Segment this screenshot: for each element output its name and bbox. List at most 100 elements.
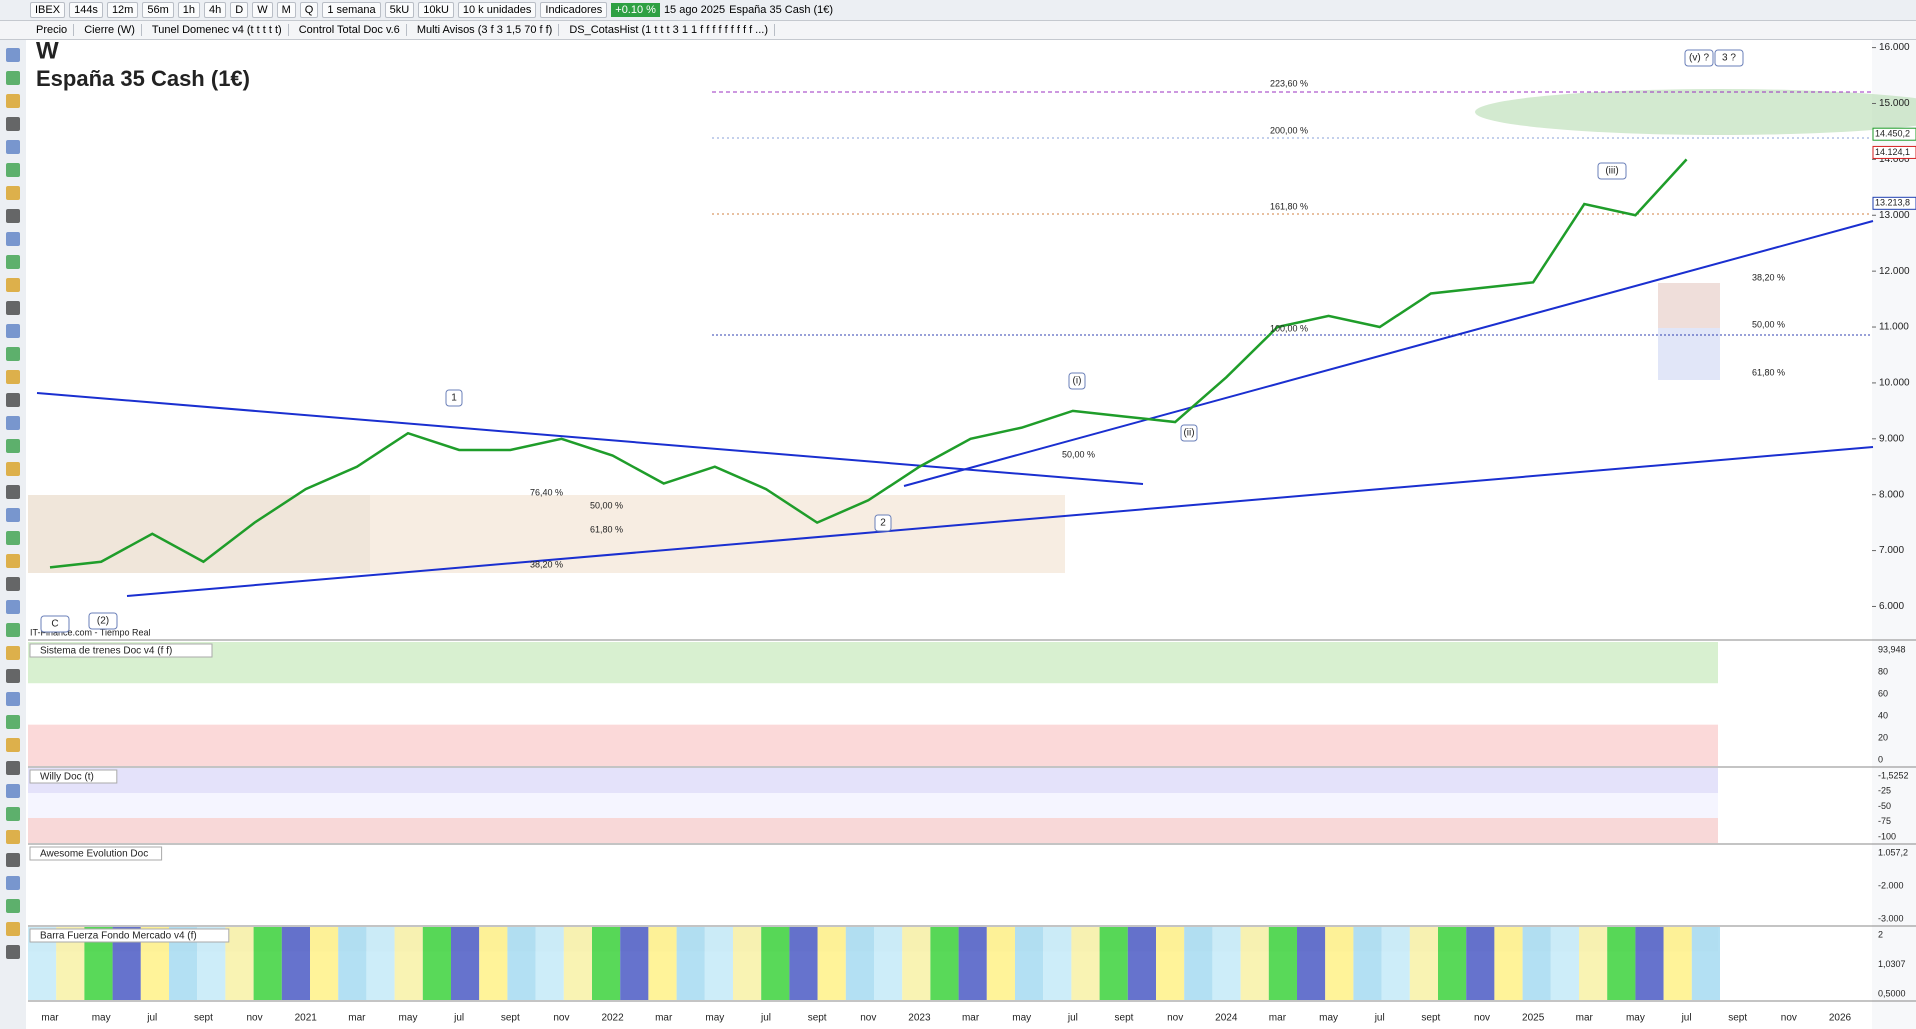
timeframe-button[interactable]: Q xyxy=(299,2,319,18)
pane-stripe xyxy=(1494,927,1523,1000)
tool-icon[interactable] xyxy=(6,669,20,683)
tool-icon[interactable] xyxy=(6,807,20,821)
timeframe-button[interactable]: M xyxy=(276,2,296,18)
zone xyxy=(370,495,1065,573)
tool-icon[interactable] xyxy=(6,324,20,338)
wave-box xyxy=(1714,49,1744,67)
timeframe-button[interactable]: D xyxy=(230,2,249,18)
tool-icon[interactable] xyxy=(6,163,20,177)
tool-icon[interactable] xyxy=(6,48,20,62)
indicators-button[interactable]: Indicadores xyxy=(540,2,608,18)
tool-icon[interactable] xyxy=(6,531,20,545)
tool-icon[interactable] xyxy=(6,209,20,223)
fib-label: 38,20 % xyxy=(1752,272,1785,282)
pane-stripe xyxy=(1550,927,1579,1000)
tool-icon[interactable] xyxy=(6,370,20,384)
y-tick-label: 15.000 xyxy=(1879,98,1910,109)
indicator-tab[interactable]: Control Total Doc v.6 xyxy=(293,24,407,36)
timeframe-button[interactable]: 1h xyxy=(177,2,200,18)
price-label-box xyxy=(1872,145,1916,159)
pane-stripe xyxy=(1127,927,1156,1000)
pane-stripe xyxy=(563,927,592,1000)
pane-stripe xyxy=(761,927,790,1000)
pane-tick-label: -3.000 xyxy=(1878,913,1904,923)
tool-icon[interactable] xyxy=(6,761,20,775)
indicator-tab[interactable]: Multi Avisos (3 f 3 1,5 70 f f) xyxy=(411,24,560,36)
tool-icon[interactable] xyxy=(6,738,20,752)
pane-stripe xyxy=(1043,927,1072,1000)
pane-band xyxy=(28,642,1718,684)
timeframe-button[interactable]: 4h xyxy=(204,2,227,18)
tool-icon[interactable] xyxy=(6,922,20,936)
pane-tick-label: 2 xyxy=(1878,929,1883,939)
tool-icon[interactable] xyxy=(6,186,20,200)
tool-icon[interactable] xyxy=(6,830,20,844)
source: IT-Finance.com - Tiempo Real xyxy=(30,627,151,637)
pane-band xyxy=(28,724,1718,766)
tool-icon[interactable] xyxy=(6,71,20,85)
pane-tick-label: 20 xyxy=(1878,732,1888,742)
tool-icon[interactable] xyxy=(6,784,20,798)
pane-stripe xyxy=(1184,927,1213,1000)
indicator-tab[interactable]: Precio xyxy=(30,24,75,36)
period-select[interactable]: 1 semana xyxy=(322,2,381,18)
tool-icon[interactable] xyxy=(6,508,20,522)
x-tick-label: 2026 xyxy=(1829,1013,1852,1024)
pane-tick-label: 60 xyxy=(1878,688,1888,698)
tool-icon[interactable] xyxy=(6,623,20,637)
tool-icon[interactable] xyxy=(6,554,20,568)
indicator-tab[interactable]: Tunel Domenec v4 (t t t t t) xyxy=(146,24,289,36)
x-tick-label: nov xyxy=(247,1013,263,1024)
x-tick-label: may xyxy=(92,1013,111,1024)
tool-icon[interactable] xyxy=(6,439,20,453)
tool-icon[interactable] xyxy=(6,853,20,867)
indicator-tab[interactable]: Cierre (W) xyxy=(78,24,142,36)
pane-title: Sistema de trenes Doc v4 (f f) xyxy=(40,646,172,657)
tool-icon[interactable] xyxy=(6,485,20,499)
pane-stripe xyxy=(1268,927,1297,1000)
units-button[interactable]: 5kU xyxy=(384,2,415,18)
tool-icon[interactable] xyxy=(6,232,20,246)
units-button[interactable]: 10kU xyxy=(418,2,454,18)
zone xyxy=(1475,89,1916,135)
tool-icon[interactable] xyxy=(6,899,20,913)
pane-stripe xyxy=(1212,927,1241,1000)
tool-icon[interactable] xyxy=(6,94,20,108)
x-tick-label: jul xyxy=(1067,1013,1078,1024)
timeframe-button[interactable]: 56m xyxy=(142,2,174,18)
tool-icon[interactable] xyxy=(6,692,20,706)
tool-icon[interactable] xyxy=(6,945,20,959)
tool-icon[interactable] xyxy=(6,301,20,315)
pane-tick-label: -50 xyxy=(1878,801,1891,811)
pane-band xyxy=(28,683,1718,725)
tool-icon[interactable] xyxy=(6,117,20,131)
tool-icon[interactable] xyxy=(6,577,20,591)
x-tick-label: jul xyxy=(146,1013,157,1024)
tool-icon[interactable] xyxy=(6,462,20,476)
indicator-tab[interactable]: DS_CotasHist (1 t t t 3 1 1 f f f f f f … xyxy=(563,24,776,36)
x-tick-label: may xyxy=(399,1013,418,1024)
price-label-box xyxy=(1872,196,1916,210)
timeframe-button[interactable]: W xyxy=(252,2,273,18)
timeframe-button[interactable]: 12m xyxy=(106,2,139,18)
tool-icon[interactable] xyxy=(6,140,20,154)
x-tick-label: sept xyxy=(501,1013,520,1024)
tool-icon[interactable] xyxy=(6,347,20,361)
tool-icon[interactable] xyxy=(6,600,20,614)
top-toolbar: IBEX 144s 12m 56m 1h 4h D W M Q 1 semana 5kU 10kU 10 … xyxy=(0,0,1916,21)
tool-icon[interactable] xyxy=(6,278,20,292)
tool-icon[interactable] xyxy=(6,876,20,890)
pane-stripe xyxy=(958,927,987,1000)
units-select[interactable]: 10 k unidades xyxy=(457,2,537,18)
symbol-select[interactable]: IBEX xyxy=(30,2,66,18)
tool-icon[interactable] xyxy=(6,646,20,660)
tool-icon[interactable] xyxy=(6,393,20,407)
timeframe-button[interactable]: 144s xyxy=(69,2,103,18)
tool-icon[interactable] xyxy=(6,715,20,729)
tool-icon[interactable] xyxy=(6,416,20,430)
tool-icon[interactable] xyxy=(6,255,20,269)
trend-line xyxy=(903,220,1874,487)
y-tick-label: 7.000 xyxy=(1879,545,1904,556)
pane-tick-label: -2.000 xyxy=(1878,880,1904,890)
